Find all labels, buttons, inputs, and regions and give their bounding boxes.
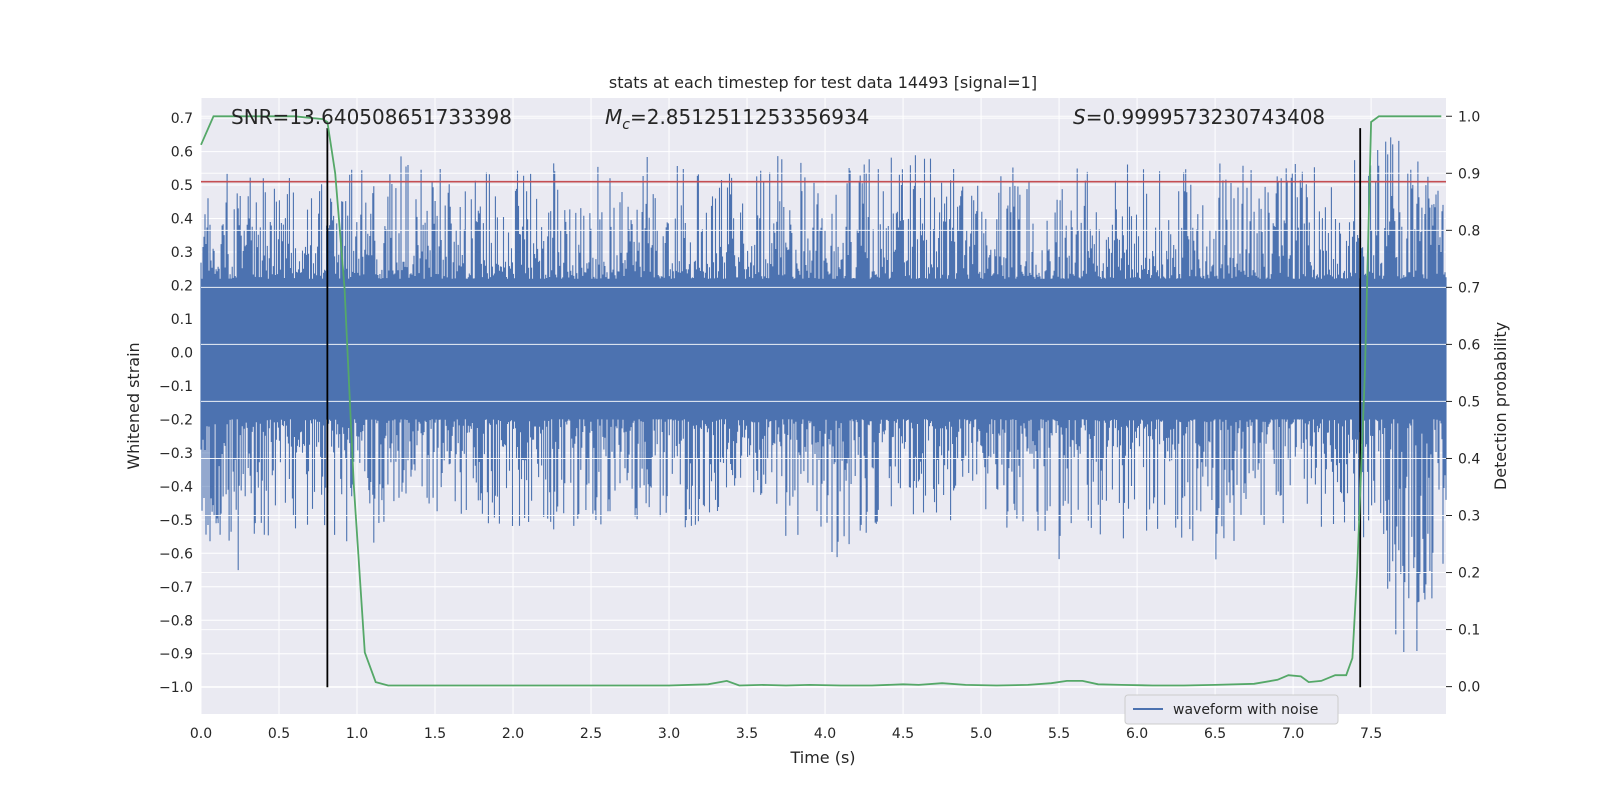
right-tick-label: 0.6 — [1458, 337, 1480, 353]
left-axis-label: Whitened strain — [124, 342, 143, 469]
left-tick-labels: 0.7 0.6 0.5 0.4 0.3 0.2 0.1 0.0 −0.1 −0.2 −0.3 −0.4… — [159, 111, 193, 696]
left-tick-label: −0.1 — [159, 379, 193, 395]
left-tick-label: 0.0 — [171, 345, 193, 361]
right-tick-label: 0.8 — [1458, 223, 1480, 239]
vertical-markers — [326, 128, 1362, 688]
right-tick-label: 0.5 — [1458, 394, 1480, 410]
left-tick-label: 0.7 — [171, 111, 193, 127]
x-tick-label: 7.5 — [1360, 726, 1382, 742]
snr-annotation: SNR=13.640508651733398 — [231, 105, 512, 129]
right-tick-label: 0.9 — [1458, 166, 1480, 182]
x-tick-label: 3.5 — [736, 726, 758, 742]
left-tick-label: −0.7 — [159, 580, 193, 596]
left-tick-label: 0.4 — [171, 212, 193, 228]
x-tick-label: 6.0 — [1126, 726, 1148, 742]
legend: waveform with noise — [1124, 694, 1339, 725]
x-tick-label: 2.0 — [502, 726, 524, 742]
x-tick-label: 0.5 — [268, 726, 290, 742]
left-tick-label: 0.2 — [171, 278, 193, 294]
left-tick-label: −0.3 — [159, 446, 193, 462]
x-tick-label: 3.0 — [658, 726, 680, 742]
left-tick-label: −1.0 — [159, 680, 193, 696]
left-tick-label: 0.3 — [171, 245, 193, 261]
waveform-trace — [200, 137, 1447, 652]
mc-annotation: Mc=2.8512511253356934 — [605, 105, 869, 133]
left-tick-label: −0.9 — [159, 647, 193, 663]
right-tick-label: 0.4 — [1458, 451, 1480, 467]
left-tick-label: −0.8 — [159, 613, 193, 629]
left-tick-label: −0.4 — [159, 479, 193, 495]
probability-series — [200, 115, 1442, 687]
x-tick-label: 5.5 — [1048, 726, 1070, 742]
waveform-series — [200, 115, 1447, 688]
left-tick-label: −0.2 — [159, 412, 193, 428]
right-tick-label: 0.3 — [1458, 509, 1480, 525]
left-tick-label: −0.5 — [159, 513, 193, 529]
s-annotation: S=0.9999573230743408 — [1073, 105, 1325, 129]
left-tick-label: −0.6 — [159, 546, 193, 562]
x-tick-label: 7.0 — [1282, 726, 1304, 742]
right-tick-labels: 1.0 0.9 0.8 0.7 0.6 0.5 0.4 0.3 0.2 0.1 0.0 — [1446, 109, 1480, 696]
left-tick-label: 0.1 — [171, 312, 193, 328]
left-tick-label: 0.6 — [171, 145, 193, 161]
legend-box — [1124, 694, 1339, 725]
chart-title: stats at each timestep for test data 144… — [609, 73, 1037, 92]
x-tick-label: 4.5 — [892, 726, 914, 742]
x-tick-label: 5.0 — [970, 726, 992, 742]
right-tick-label: 0.0 — [1458, 680, 1480, 696]
x-tick-label: 6.5 — [1204, 726, 1226, 742]
x-tick-labels: 0.0 0.5 1.0 1.5 2.0 2.5 3.0 3.5 4.0 4.5 5.0 5.5 6.0 6… — [190, 726, 1382, 742]
x-tick-label: 1.0 — [346, 726, 368, 742]
left-tick-label: 0.5 — [171, 178, 193, 194]
x-axis-label: Time (s) — [789, 748, 855, 767]
right-tick-label: 0.1 — [1458, 623, 1480, 639]
x-tick-label: 4.0 — [814, 726, 836, 742]
right-tick-label: 0.2 — [1458, 566, 1480, 582]
legend-label: waveform with noise — [1173, 702, 1318, 718]
right-tick-label: 0.7 — [1458, 280, 1480, 296]
right-tick-label: 1.0 — [1458, 109, 1480, 125]
x-tick-label: 2.5 — [580, 726, 602, 742]
right-axis-label: Detection probability — [1491, 322, 1510, 490]
x-tick-label: 1.5 — [424, 726, 446, 742]
x-tick-label: 0.0 — [190, 726, 212, 742]
